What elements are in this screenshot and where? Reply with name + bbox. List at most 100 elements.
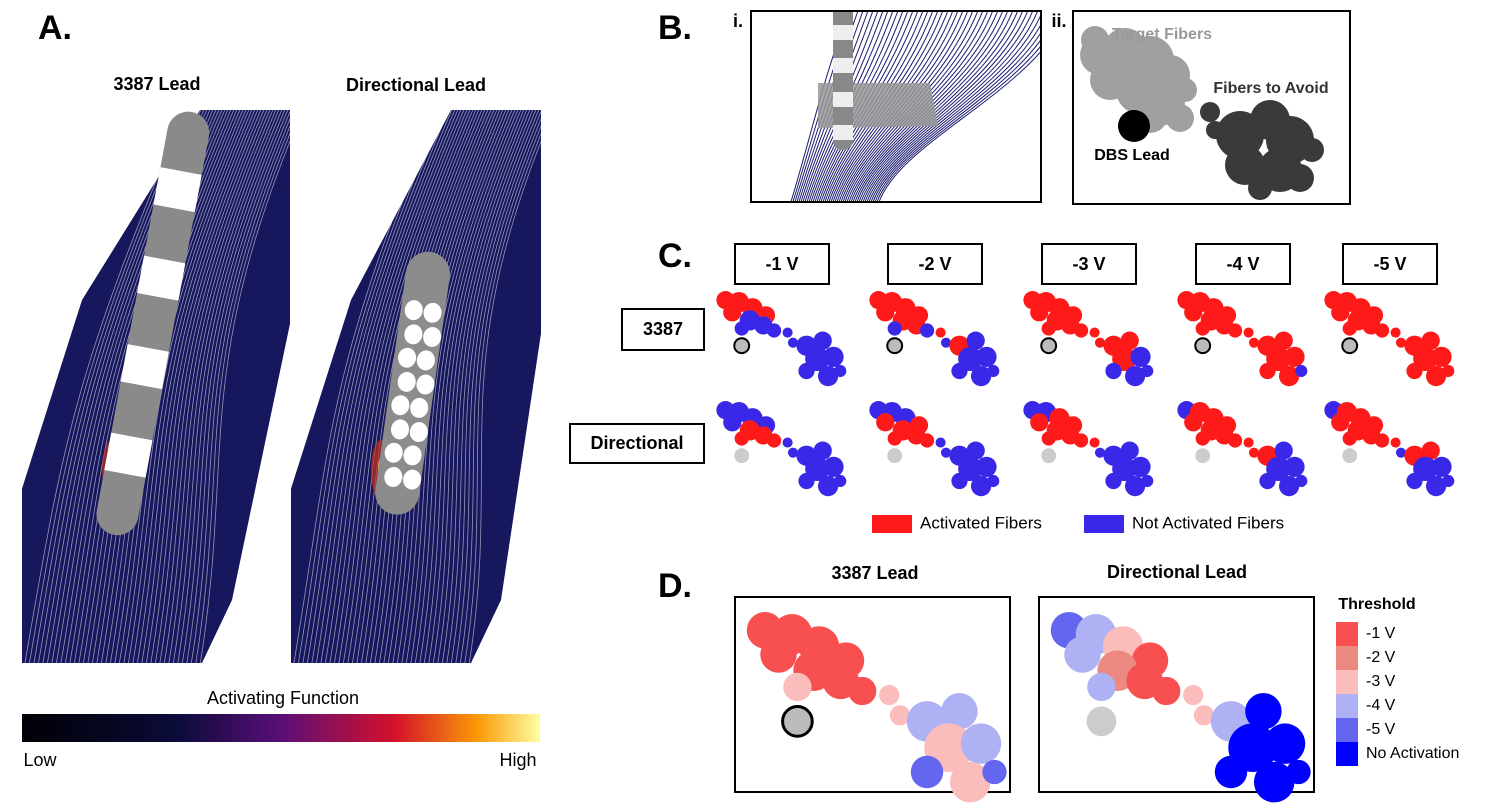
target-fibers bbox=[1074, 433, 1089, 448]
lead-directional bbox=[375, 251, 450, 515]
avoid-fibers bbox=[910, 755, 944, 789]
target-fibers bbox=[1173, 78, 1197, 102]
fiber bbox=[199, 140, 290, 663]
target-fibers bbox=[1152, 676, 1181, 706]
colorbar bbox=[22, 714, 540, 742]
avoid-fibers bbox=[949, 761, 991, 803]
connector-fibers bbox=[1243, 437, 1254, 448]
frame bbox=[1038, 596, 1315, 793]
target-fibers bbox=[848, 676, 877, 706]
avoid-fibers bbox=[1421, 331, 1440, 350]
avoid-fibers bbox=[1278, 475, 1300, 497]
avoid-fibers bbox=[1120, 331, 1139, 350]
avoid-fibers bbox=[1105, 472, 1122, 490]
label: Activating Function bbox=[207, 688, 359, 708]
target-fibers bbox=[1375, 323, 1390, 338]
target-fibers bbox=[1081, 26, 1109, 54]
label: Directional Lead bbox=[1107, 562, 1247, 582]
fiber bbox=[410, 110, 516, 663]
avoid-fibers bbox=[1431, 456, 1452, 477]
connector-fibers bbox=[1395, 337, 1407, 348]
label: Target Fibers bbox=[1112, 26, 1212, 43]
fiber-image bbox=[790, 11, 1041, 202]
dbs-lead bbox=[1342, 448, 1358, 464]
label: -3 V bbox=[1366, 673, 1396, 690]
label: Fibers to Avoid bbox=[1213, 80, 1328, 97]
connector-fibers bbox=[1094, 337, 1106, 348]
fiber bbox=[293, 110, 438, 663]
legend-swatch bbox=[1336, 646, 1358, 670]
avoid-fibers bbox=[823, 456, 844, 477]
avoid-fibers bbox=[951, 472, 968, 490]
fiber bbox=[168, 110, 283, 663]
connector-fibers bbox=[935, 327, 946, 338]
fiber bbox=[878, 50, 1041, 202]
target-fibers bbox=[723, 303, 742, 322]
fiber bbox=[24, 110, 187, 663]
connector-fibers bbox=[782, 327, 793, 338]
target-fibers bbox=[1030, 413, 1049, 432]
lead-3387 bbox=[96, 111, 210, 536]
label: ii. bbox=[1051, 11, 1066, 31]
target-fibers bbox=[876, 303, 895, 322]
fiber bbox=[29, 110, 190, 663]
frame bbox=[621, 308, 705, 351]
label: High bbox=[499, 750, 536, 770]
target-fibers bbox=[920, 323, 935, 338]
contact bbox=[403, 469, 422, 490]
label: 3387 Lead bbox=[831, 563, 918, 583]
target-fibers bbox=[767, 433, 782, 448]
contact bbox=[384, 466, 403, 487]
avoid-fibers bbox=[834, 364, 847, 378]
fiber bbox=[172, 110, 286, 663]
fiber bbox=[437, 110, 534, 663]
contact bbox=[416, 374, 435, 395]
connector-fibers bbox=[782, 437, 793, 448]
avoid-fibers bbox=[970, 365, 992, 387]
label: D. bbox=[658, 567, 692, 605]
target-fibers bbox=[887, 321, 902, 336]
avoid-fibers bbox=[1425, 365, 1447, 387]
fiber bbox=[468, 140, 541, 663]
connector-fibers bbox=[1395, 447, 1407, 458]
fiber bbox=[181, 110, 290, 663]
frame bbox=[1342, 243, 1438, 285]
avoid-fibers bbox=[976, 346, 997, 367]
contact bbox=[833, 58, 853, 73]
label: 3387 bbox=[643, 319, 683, 339]
avoid-fibers bbox=[1406, 472, 1423, 490]
fiber bbox=[419, 110, 522, 663]
target-fibers bbox=[734, 321, 749, 336]
contact bbox=[398, 347, 417, 368]
dbs-lead bbox=[1118, 110, 1150, 142]
fiber bbox=[159, 110, 277, 663]
dbs-lead bbox=[1195, 448, 1211, 464]
label: C. bbox=[658, 237, 692, 275]
label: -1 V bbox=[765, 254, 798, 274]
fiber bbox=[324, 110, 459, 663]
avoid-fibers bbox=[1264, 723, 1306, 764]
avoid-fibers bbox=[1120, 441, 1139, 460]
avoid-fibers bbox=[941, 693, 978, 730]
avoid-fibers bbox=[823, 346, 844, 367]
label: -2 V bbox=[1366, 649, 1396, 666]
avoid-fibers bbox=[1295, 364, 1308, 378]
avoid-fibers bbox=[813, 441, 832, 460]
dbs-lead bbox=[886, 337, 904, 355]
avoid-fibers bbox=[1274, 331, 1293, 350]
dbs-lead bbox=[733, 337, 751, 355]
connector-fibers bbox=[1248, 337, 1260, 348]
target-fibers bbox=[1195, 321, 1210, 336]
target-fibers bbox=[1184, 303, 1203, 322]
fiber bbox=[864, 11, 1034, 202]
fiber bbox=[302, 110, 444, 663]
contact bbox=[403, 445, 422, 466]
legend-swatch bbox=[1336, 742, 1358, 766]
connector-fibers bbox=[1089, 437, 1100, 448]
dbs-lead bbox=[1194, 337, 1212, 355]
avoid-fibers bbox=[1278, 365, 1300, 387]
target-fibers bbox=[723, 413, 742, 432]
label: No Activation bbox=[1366, 745, 1459, 762]
avoid-fibers bbox=[987, 474, 1000, 488]
